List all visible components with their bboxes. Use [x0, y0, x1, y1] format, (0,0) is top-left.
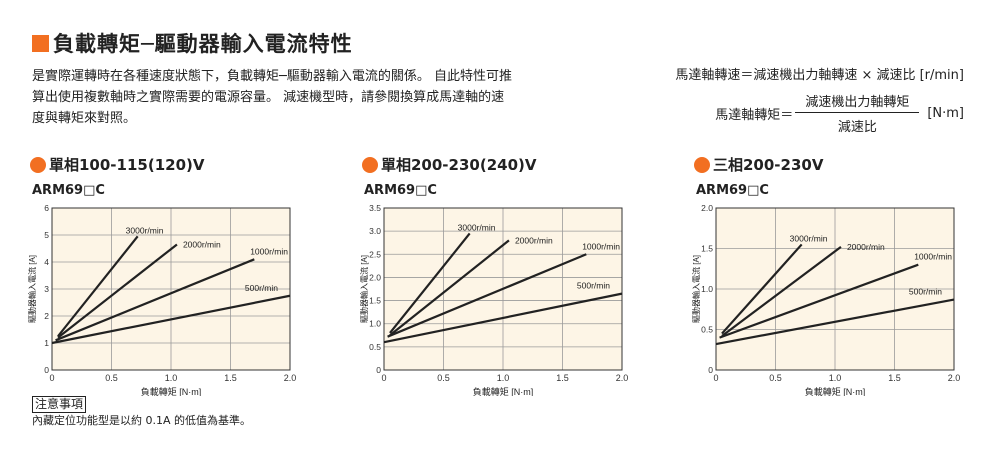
plot-frame — [715, 207, 955, 371]
x-tick-label: 0.5 — [769, 373, 782, 383]
y-tick-label: 1.5 — [369, 296, 381, 306]
description: 是實際運轉時在各種速度狀態下，負載轉矩─驅動器輸入電流的關係。 自此特性可推算出… — [32, 69, 512, 126]
y-tick-label: 1.0 — [369, 319, 381, 329]
plot-frame — [383, 207, 623, 371]
x-tick-label: 0 — [49, 373, 54, 383]
series-label: 2000r/min — [515, 235, 553, 245]
y-tick-label: 0 — [376, 365, 381, 375]
series-line-3000r/min — [721, 243, 803, 335]
x-tick-label: 1.0 — [497, 373, 510, 383]
fraction-denominator: 減速比 — [837, 120, 877, 135]
x-tick-label: 0 — [381, 373, 386, 383]
torque-formula-left: 馬達軸轉矩＝ — [715, 107, 794, 123]
y-tick-label: 4 — [44, 257, 49, 267]
x-axis-label: 負載轉矩 [N·m] — [473, 386, 534, 396]
model-label-3: ARM69□C — [696, 183, 769, 198]
series-label: 500r/min — [909, 287, 942, 297]
y-axis-label: 驅動器輸入電流 [A] — [359, 255, 369, 323]
y-tick-label: 3.0 — [369, 226, 381, 236]
series-line-1000r/min — [55, 258, 255, 342]
chart-1: 0 0.5 1.0 1.5 2.0 0 1 2 3 4 5 6 負載轉矩 [N·m] 驅動器輸入電流 [A… — [27, 203, 297, 396]
series-line-3000r/min — [389, 232, 471, 334]
x-tick-label: 1.5 — [556, 373, 569, 383]
y-tick-label: 1 — [44, 338, 49, 348]
series-line-2000r/min — [57, 243, 178, 339]
page-title-text: 負載轉矩─驅動器輸入電流特性 — [53, 32, 353, 56]
x-axis-label: 負載轉矩 [N·m] — [805, 386, 866, 396]
y-tick-label: 1.0 — [701, 284, 713, 294]
x-tick-label: 2.0 — [948, 373, 961, 383]
section-heading-text: 單相200-230(240)V — [381, 156, 537, 174]
series-label: 3000r/min — [126, 225, 164, 235]
y-tick-label: 0.5 — [369, 342, 381, 352]
section-heading-text: 三相200-230V — [713, 156, 824, 174]
x-tick-label: 2.0 — [616, 373, 629, 383]
y-tick-label: 1.5 — [701, 244, 713, 254]
x-tick-label: 1.0 — [165, 373, 178, 383]
plot-frame — [51, 207, 291, 371]
bullet-dot-icon — [694, 156, 710, 173]
torque-formula-fraction: 減速機出力軸轉矩 減速比 — [795, 91, 920, 135]
x-tick-label: 1.5 — [888, 373, 901, 383]
fraction-numerator: 減速機出力軸轉矩 — [795, 91, 920, 113]
formula-block: 馬達軸轉速＝減速機出力軸轉速 × 減速比 [r/min] 馬達軸轉矩＝ 減速機出… — [675, 64, 964, 135]
series-line-500r/min — [715, 298, 955, 346]
bullet-dot-icon — [362, 156, 378, 173]
bullet-dot-icon — [30, 156, 46, 173]
title-square-icon — [32, 34, 49, 52]
page-title: 負載轉矩─驅動器輸入電流特性 — [32, 28, 353, 58]
model-label-2: ARM69□C — [364, 183, 437, 198]
series-label: 3000r/min — [458, 222, 496, 232]
series-label: 1000r/min — [250, 246, 288, 256]
note-text: 內藏定位功能型是以約 0.1A 的低值為基準。 — [32, 414, 252, 427]
y-tick-label: 3.5 — [369, 203, 381, 213]
note-heading: 注意事項 — [32, 396, 87, 413]
y-tick-label: 0 — [44, 365, 49, 375]
torque-formula-unit: [N·m] — [927, 105, 964, 121]
y-tick-label: 2.0 — [701, 203, 713, 213]
x-tick-label: 1.0 — [829, 373, 842, 383]
y-tick-label: 3 — [44, 284, 49, 294]
y-tick-label: 2 — [44, 311, 49, 321]
series-label: 500r/min — [577, 281, 610, 291]
series-label: 1000r/min — [582, 241, 620, 251]
series-line-500r/min — [51, 294, 291, 345]
y-tick-label: 5 — [44, 230, 49, 240]
series-label: 1000r/min — [914, 252, 952, 262]
x-tick-label: 0 — [713, 373, 718, 383]
series-line-500r/min — [383, 292, 623, 344]
y-axis-label: 驅動器輸入電流 [A] — [27, 255, 37, 323]
y-tick-label: 2.5 — [369, 249, 381, 259]
section-heading-3: 三相200-230V — [694, 154, 823, 175]
section-heading-text: 單相100-115(120)V — [49, 156, 205, 174]
y-tick-label: 0.5 — [701, 325, 713, 335]
y-tick-label: 2.0 — [369, 272, 381, 282]
section-heading-2: 單相200-230(240)V — [362, 154, 536, 175]
series-label: 3000r/min — [790, 233, 828, 243]
series-line-1000r/min — [719, 263, 919, 339]
series-line-2000r/min — [389, 239, 510, 337]
y-tick-label: 0 — [708, 365, 713, 375]
torque-formula: 馬達軸轉矩＝ 減速機出力軸轉矩 減速比 [N·m] — [675, 91, 964, 135]
series-line-3000r/min — [57, 235, 139, 337]
chart-3: 0 0.5 1.0 1.5 2.0 0 0.5 1.0 1.5 2.0 負載轉矩 [N·m] 驅動器輸… — [691, 203, 961, 396]
section-heading-1: 單相100-115(120)V — [30, 154, 204, 175]
x-axis-label: 負載轉矩 [N·m] — [141, 386, 202, 396]
series-label: 2000r/min — [847, 242, 885, 252]
y-axis-label: 驅動器輸入電流 [A] — [691, 255, 701, 323]
series-line-2000r/min — [721, 245, 842, 337]
speed-formula: 馬達軸轉速＝減速機出力軸轉速 × 減速比 [r/min] — [675, 68, 964, 83]
series-label: 500r/min — [245, 283, 278, 293]
x-tick-label: 0.5 — [105, 373, 118, 383]
series-line-1000r/min — [387, 253, 587, 338]
x-tick-label: 2.0 — [284, 373, 297, 383]
series-label: 2000r/min — [183, 239, 221, 249]
chart-2: 0 0.5 1.0 1.5 2.0 0 0.5 1.0 1.5 2.0 2.5 3.0 3.5 負載轉矩 … — [359, 203, 629, 396]
x-tick-label: 0.5 — [437, 373, 450, 383]
y-tick-label: 6 — [44, 203, 49, 213]
x-tick-label: 1.5 — [224, 373, 237, 383]
model-label-1: ARM69□C — [32, 183, 105, 198]
